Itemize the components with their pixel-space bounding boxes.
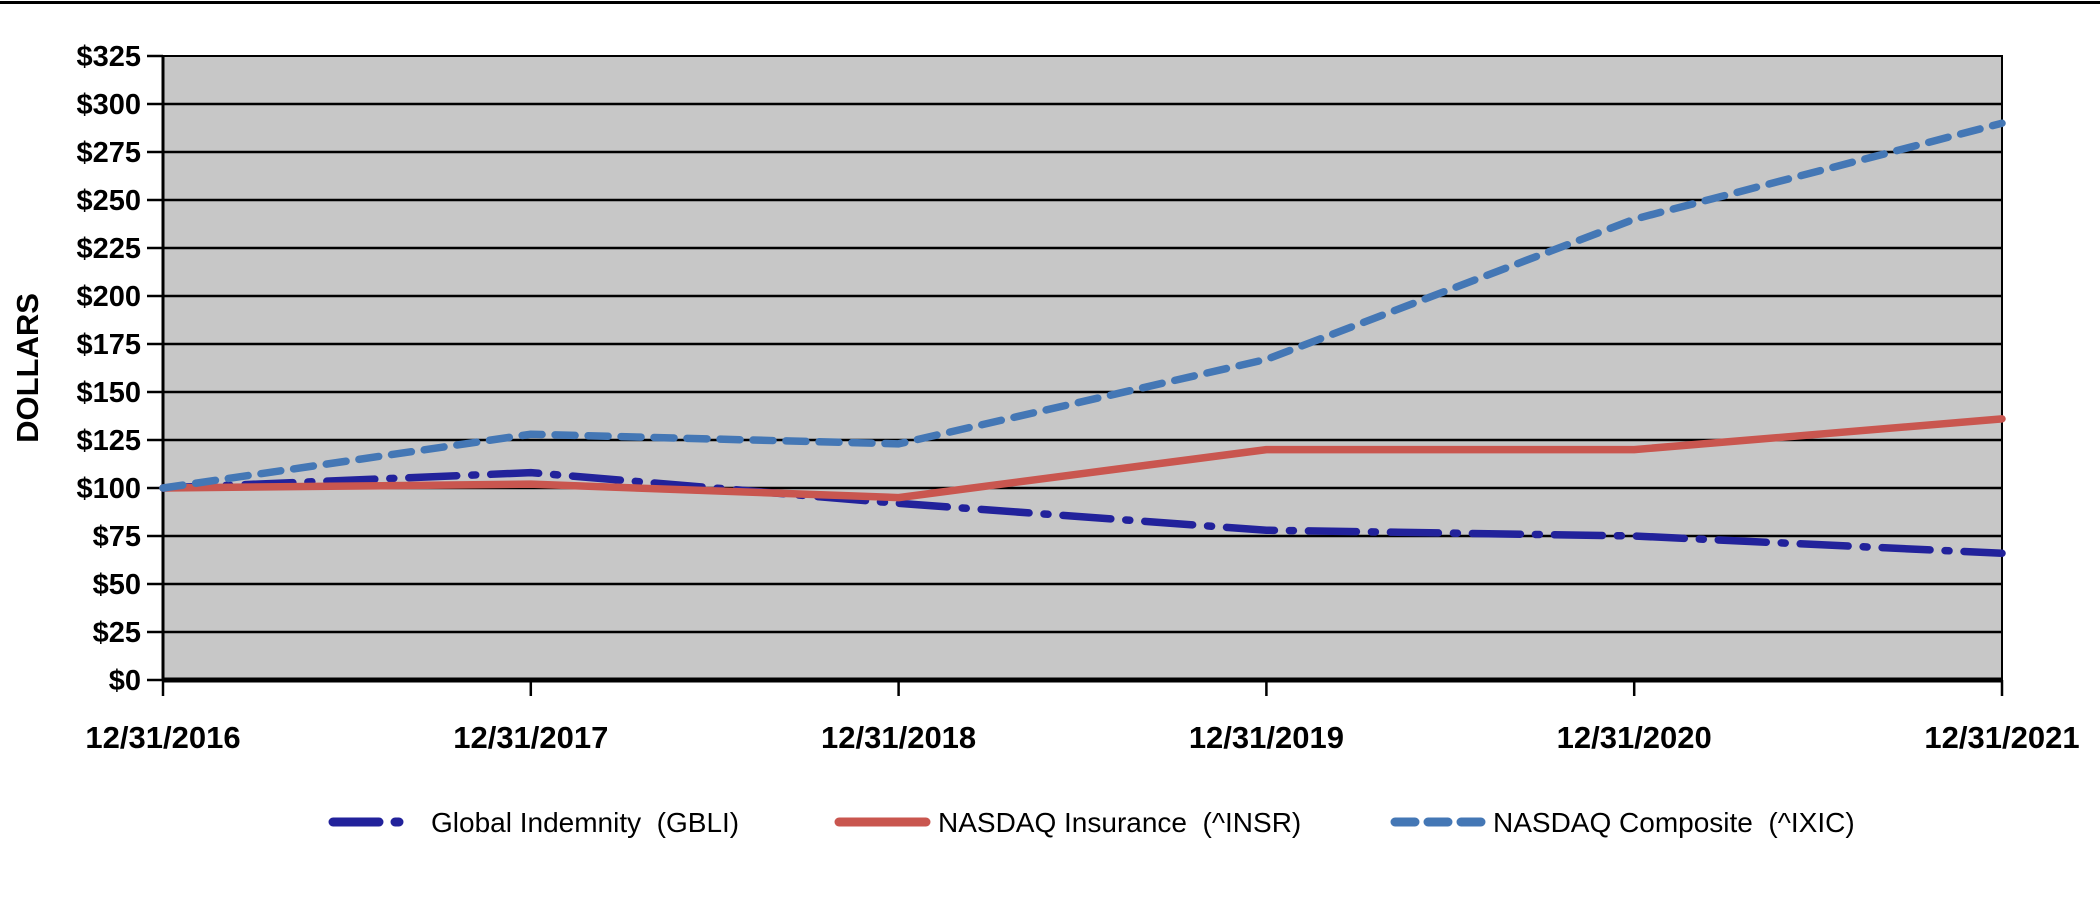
legend-item-insr: NASDAQ Insurance (^INSR) (834, 807, 1301, 838)
y-tick-label: $150 (76, 377, 141, 409)
legend: Global Indemnity (GBLI) NASDAQ Insurance… (328, 807, 1855, 838)
legend-item-gbli: Global Indemnity (GBLI) (328, 807, 739, 838)
x-tick-label: 12/31/2018 (821, 720, 976, 755)
y-tick-label: $200 (76, 281, 141, 313)
y-tick-label: $250 (76, 185, 141, 217)
x-tick-label: 12/31/2017 (453, 720, 608, 755)
gridlines (163, 55, 2002, 634)
y-tick-label: $100 (76, 473, 141, 505)
y-tick-label: $275 (76, 137, 141, 169)
y-tick-label: $25 (93, 617, 141, 649)
y-tick-label: $325 (76, 41, 141, 73)
legend-label-insr: NASDAQ Insurance (^INSR) (938, 807, 1301, 838)
series-line-gbli (159, 468, 2006, 558)
y-axis-ticks: $0 $25 $50 $75 $100 $125 $150 $175 $200 $225 $250 $… (76, 41, 163, 697)
data-series (159, 119, 2006, 558)
y-tick-label: $300 (76, 89, 141, 121)
legend-item-ixic: NASDAQ Composite (^IXIC) (1390, 807, 1855, 838)
y-tick-label: $175 (76, 329, 141, 361)
x-tick-label: 12/31/2020 (1557, 720, 1712, 755)
top-border-rule (0, 1, 2100, 4)
y-tick-label: $225 (76, 233, 141, 265)
x-axis-ticks: 12/31/2016 12/31/2017 12/31/2018 12/31/2019… (85, 680, 2080, 755)
y-tick-label: $50 (93, 569, 141, 601)
y-tick-label: $75 (93, 521, 141, 553)
legend-label-ixic: NASDAQ Composite (^IXIC) (1493, 807, 1855, 838)
x-tick-label: 12/31/2021 (1924, 720, 2079, 755)
series-line-insr (159, 415, 2006, 502)
y-axis-title: DOLLARS (10, 293, 45, 443)
x-tick-label: 12/31/2016 (85, 720, 240, 755)
series-line-ixic (159, 119, 2006, 492)
legend-label-gbli: Global Indemnity (GBLI) (431, 807, 739, 838)
plot-area (162, 55, 2003, 681)
y-tick-label: $0 (109, 665, 141, 697)
y-tick-label: $125 (76, 425, 141, 457)
x-tick-label: 12/31/2019 (1189, 720, 1344, 755)
